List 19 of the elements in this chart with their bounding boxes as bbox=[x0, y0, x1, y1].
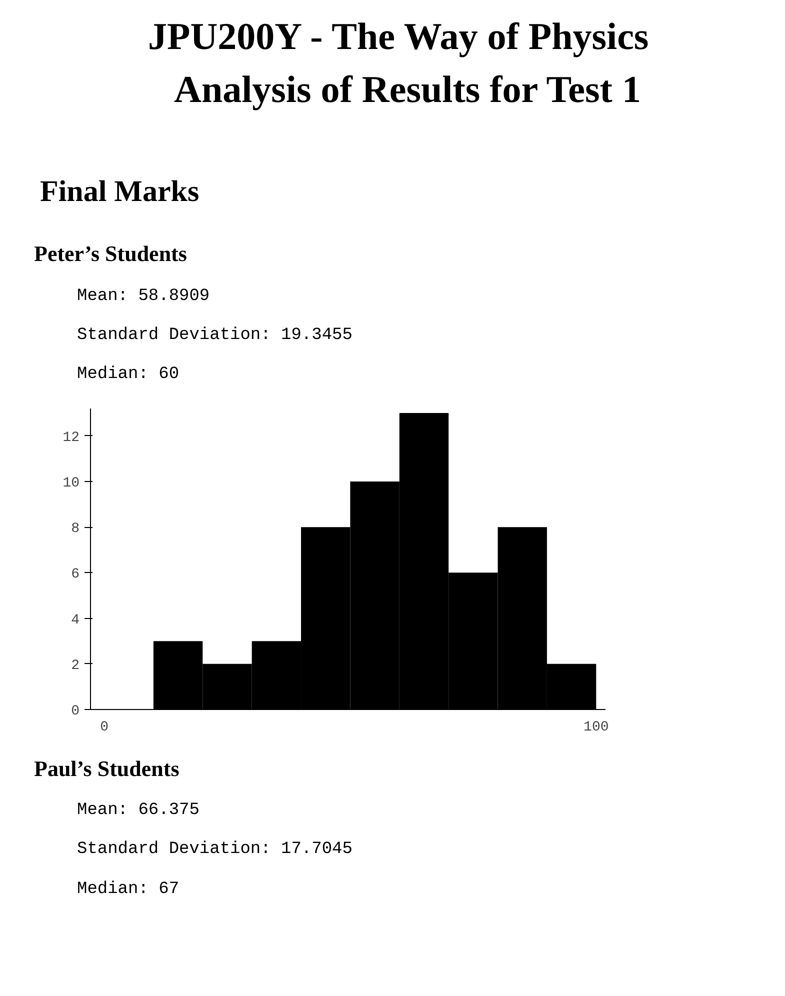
y-tick-label: 10 bbox=[62, 475, 80, 492]
y-tick-label: 4 bbox=[71, 612, 80, 628]
text: Paul’s Students bbox=[34, 754, 180, 783]
y-tick-label: 0 bbox=[71, 703, 80, 720]
y-tick-label: 6 bbox=[71, 566, 80, 582]
y-tick-label: 8 bbox=[71, 520, 80, 537]
text: Standard Deviation: 19.3455 bbox=[77, 325, 352, 348]
text: Final Marks bbox=[40, 174, 200, 210]
chart-subtitle: Analysis of Results for Test 1 bbox=[174, 68, 641, 114]
text: Mean: 58.8909 bbox=[77, 286, 210, 308]
chart-title: JPU200Y - The Way of Physics bbox=[148, 15, 649, 60]
y-tick-label: 2 bbox=[71, 658, 80, 674]
text: Mean: 66.375 bbox=[77, 800, 200, 822]
text: Median: 60 bbox=[77, 364, 180, 386]
x-tick-label: 100 bbox=[584, 719, 609, 736]
text: Median: 67 bbox=[77, 878, 180, 901]
text: Standard Deviation: 17.7045 bbox=[77, 839, 352, 862]
text: Peter’s Students bbox=[34, 240, 187, 268]
y-tick-label: 12 bbox=[62, 430, 80, 446]
